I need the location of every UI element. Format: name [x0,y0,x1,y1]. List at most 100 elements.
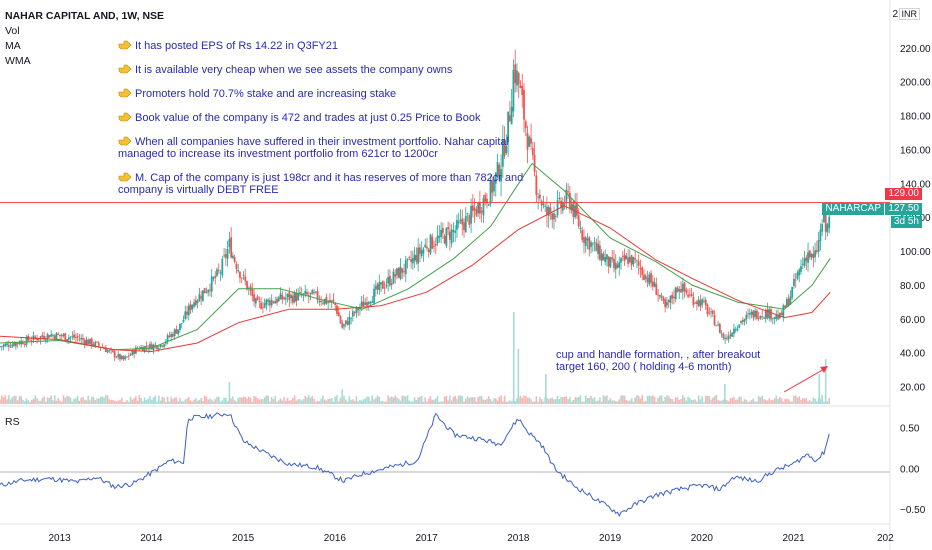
volume-bar [110,399,112,404]
candle-body [325,296,328,304]
volume-bar [316,400,319,404]
last-price-tag: 127.50 [885,203,922,215]
indicator-ma[interactable]: MA [5,40,21,52]
volume-bar [373,399,375,404]
candle-body [824,213,827,232]
candle-body [299,292,301,294]
volume-bar [729,397,732,404]
candle-body [263,303,266,308]
candle-body [9,346,12,348]
volume-bar [64,397,67,404]
volume-bar [106,395,109,404]
candle-body [233,257,236,263]
pointing-hand-icon [118,136,132,146]
volume-bar [503,395,506,404]
volume-bar [644,401,647,404]
volume-bar [710,399,712,404]
symbol-title[interactable]: NAHAR CAPITAL AND, 1W, NSE [5,10,165,22]
candle-body [743,319,746,322]
candle-body [644,275,647,280]
candle-body [823,213,825,222]
volume-bar [99,396,102,404]
candle-body [78,338,81,340]
candle-body [23,344,26,346]
volume-bar [41,398,44,404]
volume-bar [505,401,508,404]
candle-body [385,284,388,287]
candle-body [443,235,446,244]
volume-bar [256,398,259,404]
candle-body [103,348,105,350]
candle-body [131,350,134,355]
volume-bar [76,395,79,404]
volume-bar [770,399,772,404]
volume-bar [364,398,367,404]
candle-body [528,136,531,147]
volume-bar [80,397,82,404]
volume-bar [436,396,439,404]
volume-bar [510,401,513,404]
volume-bar [179,397,181,404]
volume-bar [239,397,241,404]
candle-body [777,315,779,320]
candle-body [487,204,490,206]
volume-bar [567,399,569,404]
volume-bar [516,398,518,404]
indicator-vol[interactable]: Vol [5,25,20,37]
volume-bar [777,398,779,404]
candle-body [2,344,5,347]
candle-body [450,229,453,244]
volume-bar [551,397,554,404]
candle-body [112,350,114,352]
volume-bar [574,397,576,404]
candle-body [124,356,127,359]
candle-body [789,296,792,305]
candle-body [53,335,56,339]
candle-body [464,215,467,233]
candle-body [240,277,243,279]
volume-bar [584,395,587,404]
volume-bar [526,397,529,404]
candle-body [447,227,450,230]
volume-bar [57,398,60,404]
candle-body [18,342,21,345]
candle-body [556,200,559,216]
volume-bar [187,397,190,404]
volume-bar [43,396,45,404]
volume-bar [556,395,559,404]
volume-bar [482,399,485,404]
candle-body [521,85,524,95]
volume-bar [385,401,388,404]
indicator-wma[interactable]: WMA [5,55,31,67]
candle-body [13,342,16,346]
volume-bar [572,399,575,404]
candle-body [90,338,93,346]
volume-bar [569,397,571,404]
candle-body [371,301,374,303]
volume-bar [182,401,185,404]
candle-body [239,271,241,278]
candle-body [708,312,711,314]
x-tick-label: 2015 [232,533,255,544]
volume-bar [604,396,606,404]
volume-bar [299,399,301,404]
volume-bar [673,401,675,404]
volume-bar [285,400,287,404]
rs-panel-label[interactable]: RS [5,416,20,428]
volume-bar [752,398,755,404]
candle-body [717,324,719,326]
volume-bar [553,399,555,404]
candle-body [750,311,753,315]
candle-body [782,305,785,318]
candle-body [161,345,164,347]
candle-body [283,297,285,300]
candle-body [378,282,381,291]
candle-body [357,308,360,311]
volume-bar [105,395,107,404]
candle-body [205,292,208,294]
ticker-tag: NAHARCAP [822,203,884,215]
candle-body [194,300,197,306]
candle-body [727,335,730,340]
candle-body [396,268,398,276]
volume-bar [606,395,608,404]
